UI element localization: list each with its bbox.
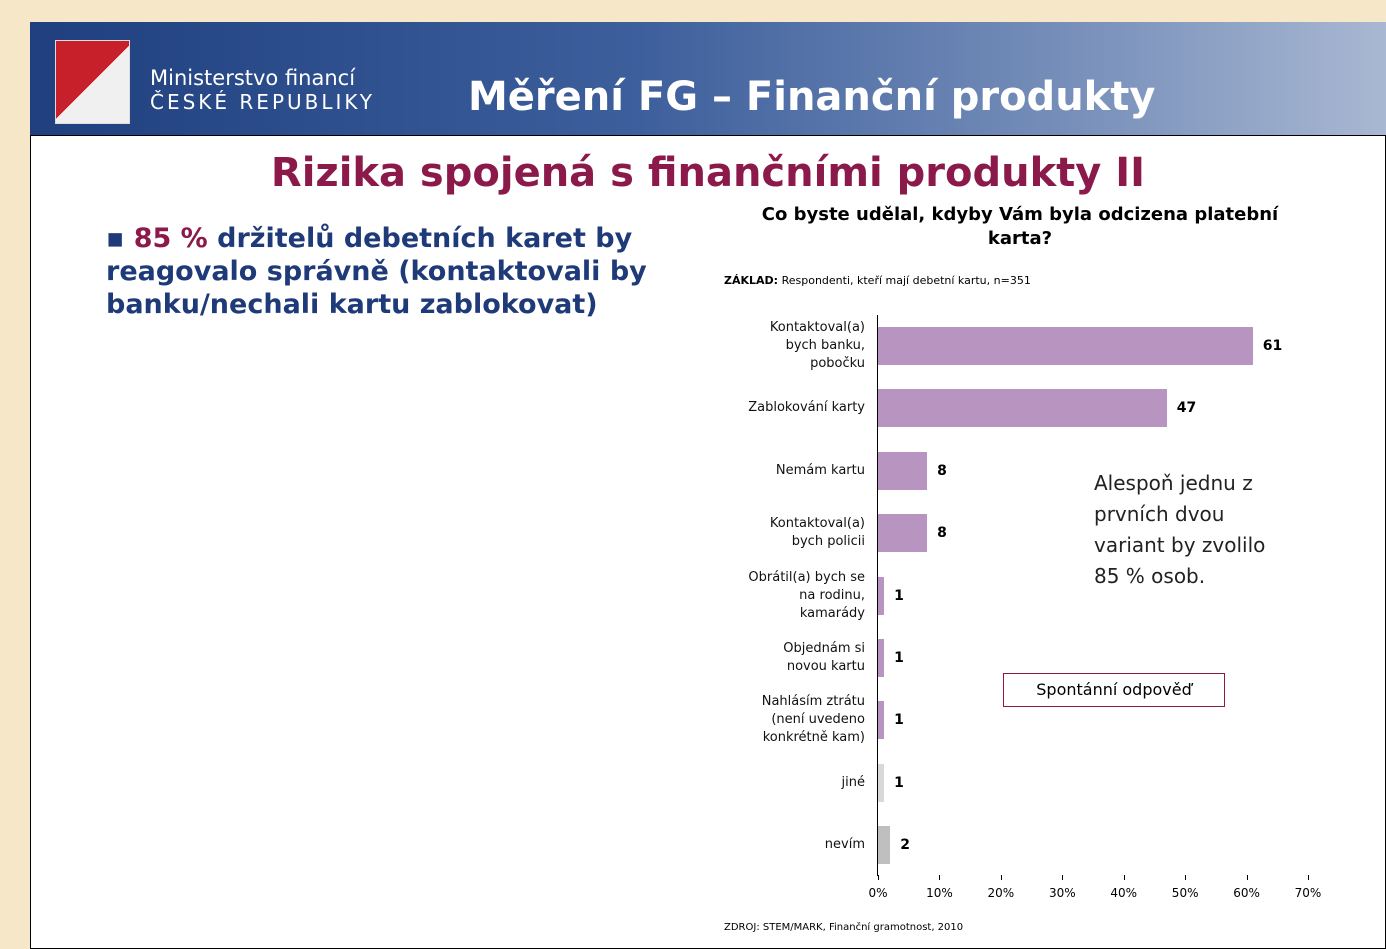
x-tick-mark [878, 875, 879, 880]
bullet-highlight: 85 % [133, 223, 208, 254]
bar [878, 763, 885, 802]
header-title: Měření FG – Finanční produkty [468, 74, 1156, 120]
category-label: Nahlásím ztrátu (není uvedeno konkrétně … [761, 694, 865, 746]
bar [878, 639, 885, 677]
bullet: ▪ 85 % držitelů debetních karet by reago… [106, 223, 647, 320]
ministry-country: ČESKÉ REPUBLIKY [150, 90, 376, 114]
bullet-text: držitelů debetních karet by reagovalo sp… [106, 223, 647, 320]
x-tick-mark [1185, 875, 1187, 880]
header-bar [30, 22, 1386, 135]
note-box: Spontánní odpověď [1003, 673, 1225, 707]
ministry: Ministerstvo financí ČESKÉ REPUBLIKY [150, 66, 375, 114]
value-label: 1 [894, 650, 904, 666]
x-tick-label: 70% [1294, 886, 1322, 900]
subtitle-text: Respondenti, kteří mají debetní kartu, n… [781, 274, 1031, 287]
category-label: jiné [841, 774, 865, 790]
category-label: Kontaktoval(a) bych policii [769, 516, 865, 550]
x-tick-label: 50% [1171, 886, 1199, 900]
value-label: 1 [894, 587, 904, 604]
x-tick-label: 40% [1110, 886, 1138, 900]
value-label: 2 [900, 837, 911, 854]
category-label: nevím [824, 837, 865, 853]
x-tick-mark [939, 875, 941, 880]
value-label: 8 [937, 462, 947, 479]
bar [878, 451, 928, 490]
value-label: 1 [894, 774, 904, 791]
annotation: Alespoň jednu z prvních dvou variant by … [1094, 471, 1266, 588]
x-tick-label: 20% [987, 886, 1015, 900]
x-tick-mark [1308, 875, 1309, 880]
ministry-name: Ministerstvo financí [150, 66, 356, 90]
x-tick-label: 10% [926, 886, 953, 900]
bar [878, 327, 1253, 365]
logo [55, 40, 130, 124]
chart-title: Co byste udělal, kdyby Vám byla odcizena… [761, 204, 1279, 249]
bar [878, 576, 885, 615]
bar [878, 514, 928, 553]
x-tick-mark [1062, 875, 1064, 880]
category-label: Nemám kartu [775, 462, 865, 478]
value-label: 8 [937, 525, 947, 542]
value-label: 47 [1176, 400, 1197, 417]
x-tick-label: 60% [1233, 886, 1260, 900]
category-label: Objednám si novou kartu [783, 641, 865, 674]
bar [878, 389, 1167, 428]
source: ZDROJ: STEM/MARK, Finanční gramotnost, 2… [724, 922, 964, 933]
value-label: 61 [1262, 338, 1283, 354]
y-axis [877, 315, 878, 876]
chart-subtitle: ZÁKLAD: Respondenti, kteří mají debetní … [724, 274, 1031, 287]
x-tick-label: 30% [1048, 886, 1076, 900]
bar [878, 826, 891, 865]
slide-title: Rizika spojená s finančními produkty II [270, 150, 1146, 196]
subtitle-label: ZÁKLAD: [724, 274, 779, 287]
x-tick-mark [1123, 875, 1125, 880]
x-tick-mark [1246, 875, 1248, 880]
category-label: Kontaktoval(a) bych banku, pobočku [769, 320, 865, 371]
x-tick-label: 0% [868, 886, 888, 900]
bar [878, 701, 885, 740]
x-tick-mark [1000, 875, 1002, 880]
category-label: Zablokování karty [748, 400, 865, 416]
content [30, 135, 1386, 949]
category-label: Obrátil(a) bych se na rodinu, kamarády [748, 569, 865, 621]
value-label: 1 [894, 712, 904, 729]
